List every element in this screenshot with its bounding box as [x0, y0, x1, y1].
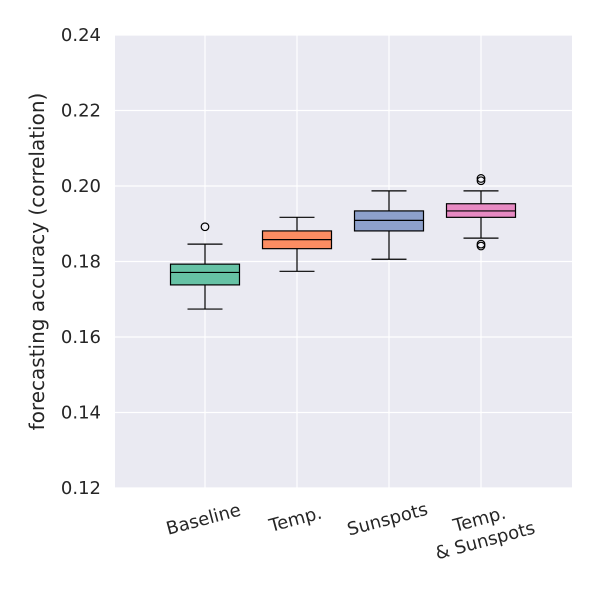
outlier-point [476, 239, 486, 249]
box-0 [169, 222, 241, 310]
outlier-point [200, 222, 210, 232]
y-tick-label: 0.14 [61, 403, 101, 424]
x-tick-label-line: Temp. [266, 503, 324, 537]
outlier-point [476, 174, 486, 183]
x-tick-label: Temp.& Sunspots [427, 496, 537, 564]
y-tick-labels: 0.12 0.14 0.16 0.18 0.20 0.22 0.24 [61, 25, 101, 499]
grid-lines [115, 34, 572, 489]
y-tick-label: 0.22 [61, 101, 101, 122]
box-2 [353, 190, 425, 260]
box-3 [445, 174, 517, 251]
y-axis-label: forecasting accuracy (correlation) [25, 93, 49, 431]
y-tick-label: 0.20 [61, 176, 101, 197]
box-1 [261, 216, 333, 272]
y-tick-label: 0.24 [61, 25, 101, 46]
y-tick-label: 0.16 [61, 327, 101, 348]
x-tick-label: Baseline [164, 500, 243, 540]
iqr-box [169, 263, 241, 286]
x-tick-label-line: Baseline [164, 500, 243, 540]
y-tick-label: 0.18 [61, 252, 101, 273]
outlier-point [476, 176, 486, 186]
boxes [169, 174, 517, 310]
y-tick-label: 0.12 [61, 478, 101, 499]
x-tick-label-line: Sunspots [345, 499, 430, 541]
x-tick-labels: Baseline Temp. Sunspots Temp.& Sunspots [164, 496, 537, 564]
x-tick-label: Sunspots [345, 499, 430, 541]
x-tick-label: Temp. [266, 503, 324, 537]
